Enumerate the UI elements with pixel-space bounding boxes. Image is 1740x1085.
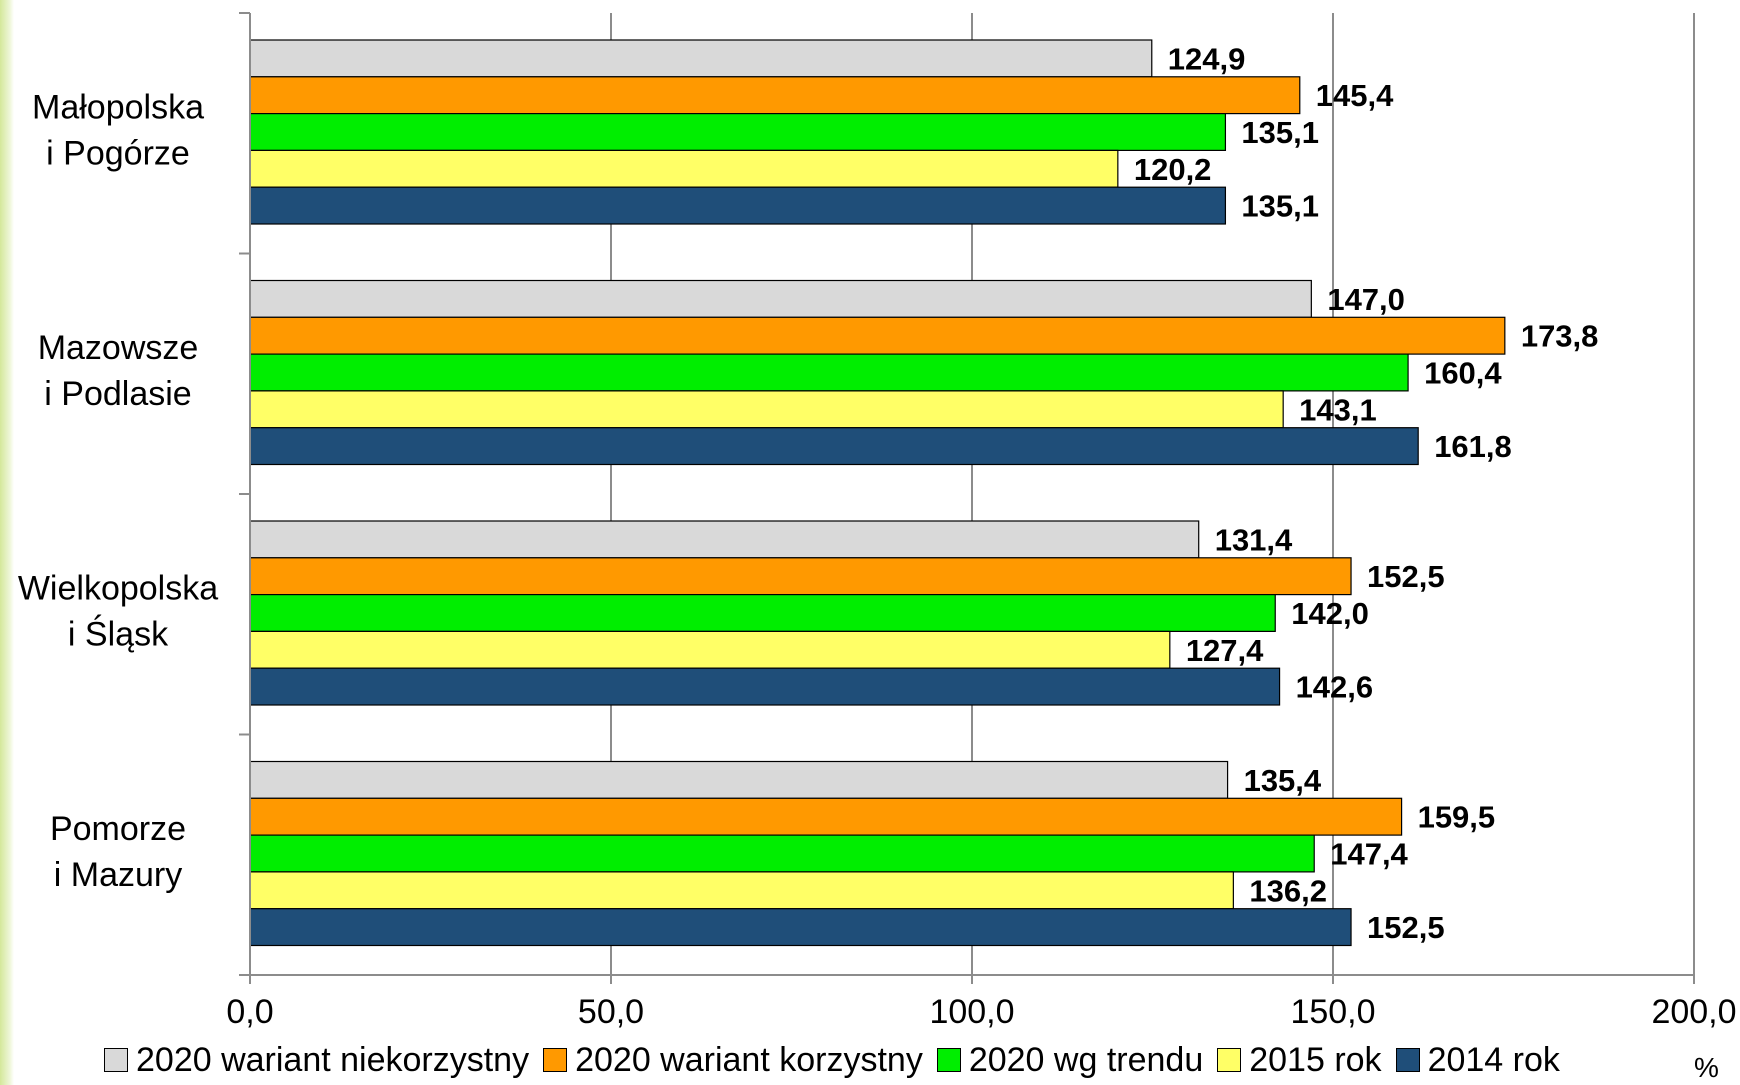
bar [249, 834, 1315, 873]
legend-label: 2020 wariant korzystny [575, 1040, 923, 1079]
bar [249, 186, 1227, 225]
data-label: 135,1 [1241, 115, 1319, 150]
legend-item: 2014 rok [1395, 1040, 1560, 1080]
bar [249, 520, 1200, 559]
legend-swatch [1217, 1048, 1242, 1072]
x-tick-label: 150,0 [1290, 993, 1375, 1031]
category-label: Pomorze i Mazury [50, 810, 186, 894]
bar [249, 39, 1153, 78]
data-label: 160,4 [1424, 356, 1502, 391]
bar [249, 760, 1229, 799]
legend-label: 2020 wg trendu [968, 1040, 1204, 1079]
x-tick-label: 200,0 [1651, 993, 1736, 1031]
bar [249, 908, 1352, 947]
bar [249, 593, 1276, 632]
legend-item: 2020 wariant niekorzystny [104, 1041, 529, 1080]
bar [249, 797, 1403, 836]
legend-item: 2020 wariant korzystny [543, 1041, 923, 1080]
legend-label: 2014 rok [1427, 1040, 1560, 1079]
data-label: 135,1 [1241, 189, 1319, 224]
bar [249, 149, 1119, 188]
bar [249, 316, 1506, 355]
x-tick-label: 50,0 [578, 993, 644, 1031]
bar [249, 871, 1234, 910]
bar [249, 279, 1312, 318]
x-tick-label: 0,0 [226, 993, 273, 1031]
legend-item: 2020 wg trendu [936, 1040, 1204, 1080]
data-label: 152,5 [1367, 559, 1445, 594]
category-label: Mazowsze i Podlasie [38, 329, 199, 413]
bar [249, 667, 1281, 706]
bar [249, 557, 1352, 596]
unit-label: % [1694, 1052, 1719, 1083]
data-label: 135,4 [1244, 763, 1322, 798]
legend: 2020 wariant niekorzystny 2020 wariant ko… [104, 1040, 1560, 1080]
data-label: 142,0 [1291, 596, 1369, 631]
x-tick-label: 100,0 [929, 993, 1014, 1031]
bars [249, 39, 1506, 947]
axes: 0,0 50,0 100,0 150,0 200,0 Małopolska i Pogórz… [18, 12, 1737, 1031]
legend-label: 2015 rok [1249, 1040, 1382, 1079]
data-label: 136,2 [1249, 873, 1327, 908]
data-label: 147,4 [1330, 837, 1408, 872]
data-label: 127,4 [1186, 633, 1264, 668]
legend-item: 2015 rok [1217, 1040, 1382, 1080]
bar [249, 390, 1284, 429]
data-label: 142,6 [1296, 670, 1374, 705]
bar-chart: 0,0 50,0 100,0 150,0 200,0 Małopolska i Pogórz… [18, 12, 1737, 1031]
data-label: 147,0 [1327, 282, 1405, 317]
side-decoration [0, 0, 14, 1085]
legend-label: 2020 wariant niekorzystny [136, 1040, 530, 1079]
bar [249, 353, 1409, 392]
bar [249, 427, 1419, 466]
legend-swatch [1395, 1048, 1420, 1072]
legend-swatch [104, 1048, 128, 1072]
legend-swatch [936, 1048, 961, 1072]
bar [249, 112, 1227, 151]
bar [249, 630, 1171, 669]
data-label: 145,4 [1316, 78, 1394, 113]
data-label: 131,4 [1215, 522, 1293, 557]
data-label: 120,2 [1134, 152, 1212, 187]
data-label: 161,8 [1434, 429, 1512, 464]
data-label: 152,5 [1367, 910, 1445, 945]
data-label: 173,8 [1521, 319, 1599, 354]
bar [249, 76, 1301, 115]
data-label: 124,9 [1168, 41, 1246, 76]
data-labels: 124,9145,4135,1120,2135,1147,0173,8160,4… [1134, 41, 1599, 945]
category-label: Małopolska i Pogórze [32, 88, 204, 172]
data-label: 159,5 [1418, 800, 1496, 835]
legend-swatch [543, 1048, 568, 1072]
data-label: 143,1 [1299, 392, 1377, 427]
category-label: Wielkopolska i Śląsk [18, 569, 218, 653]
